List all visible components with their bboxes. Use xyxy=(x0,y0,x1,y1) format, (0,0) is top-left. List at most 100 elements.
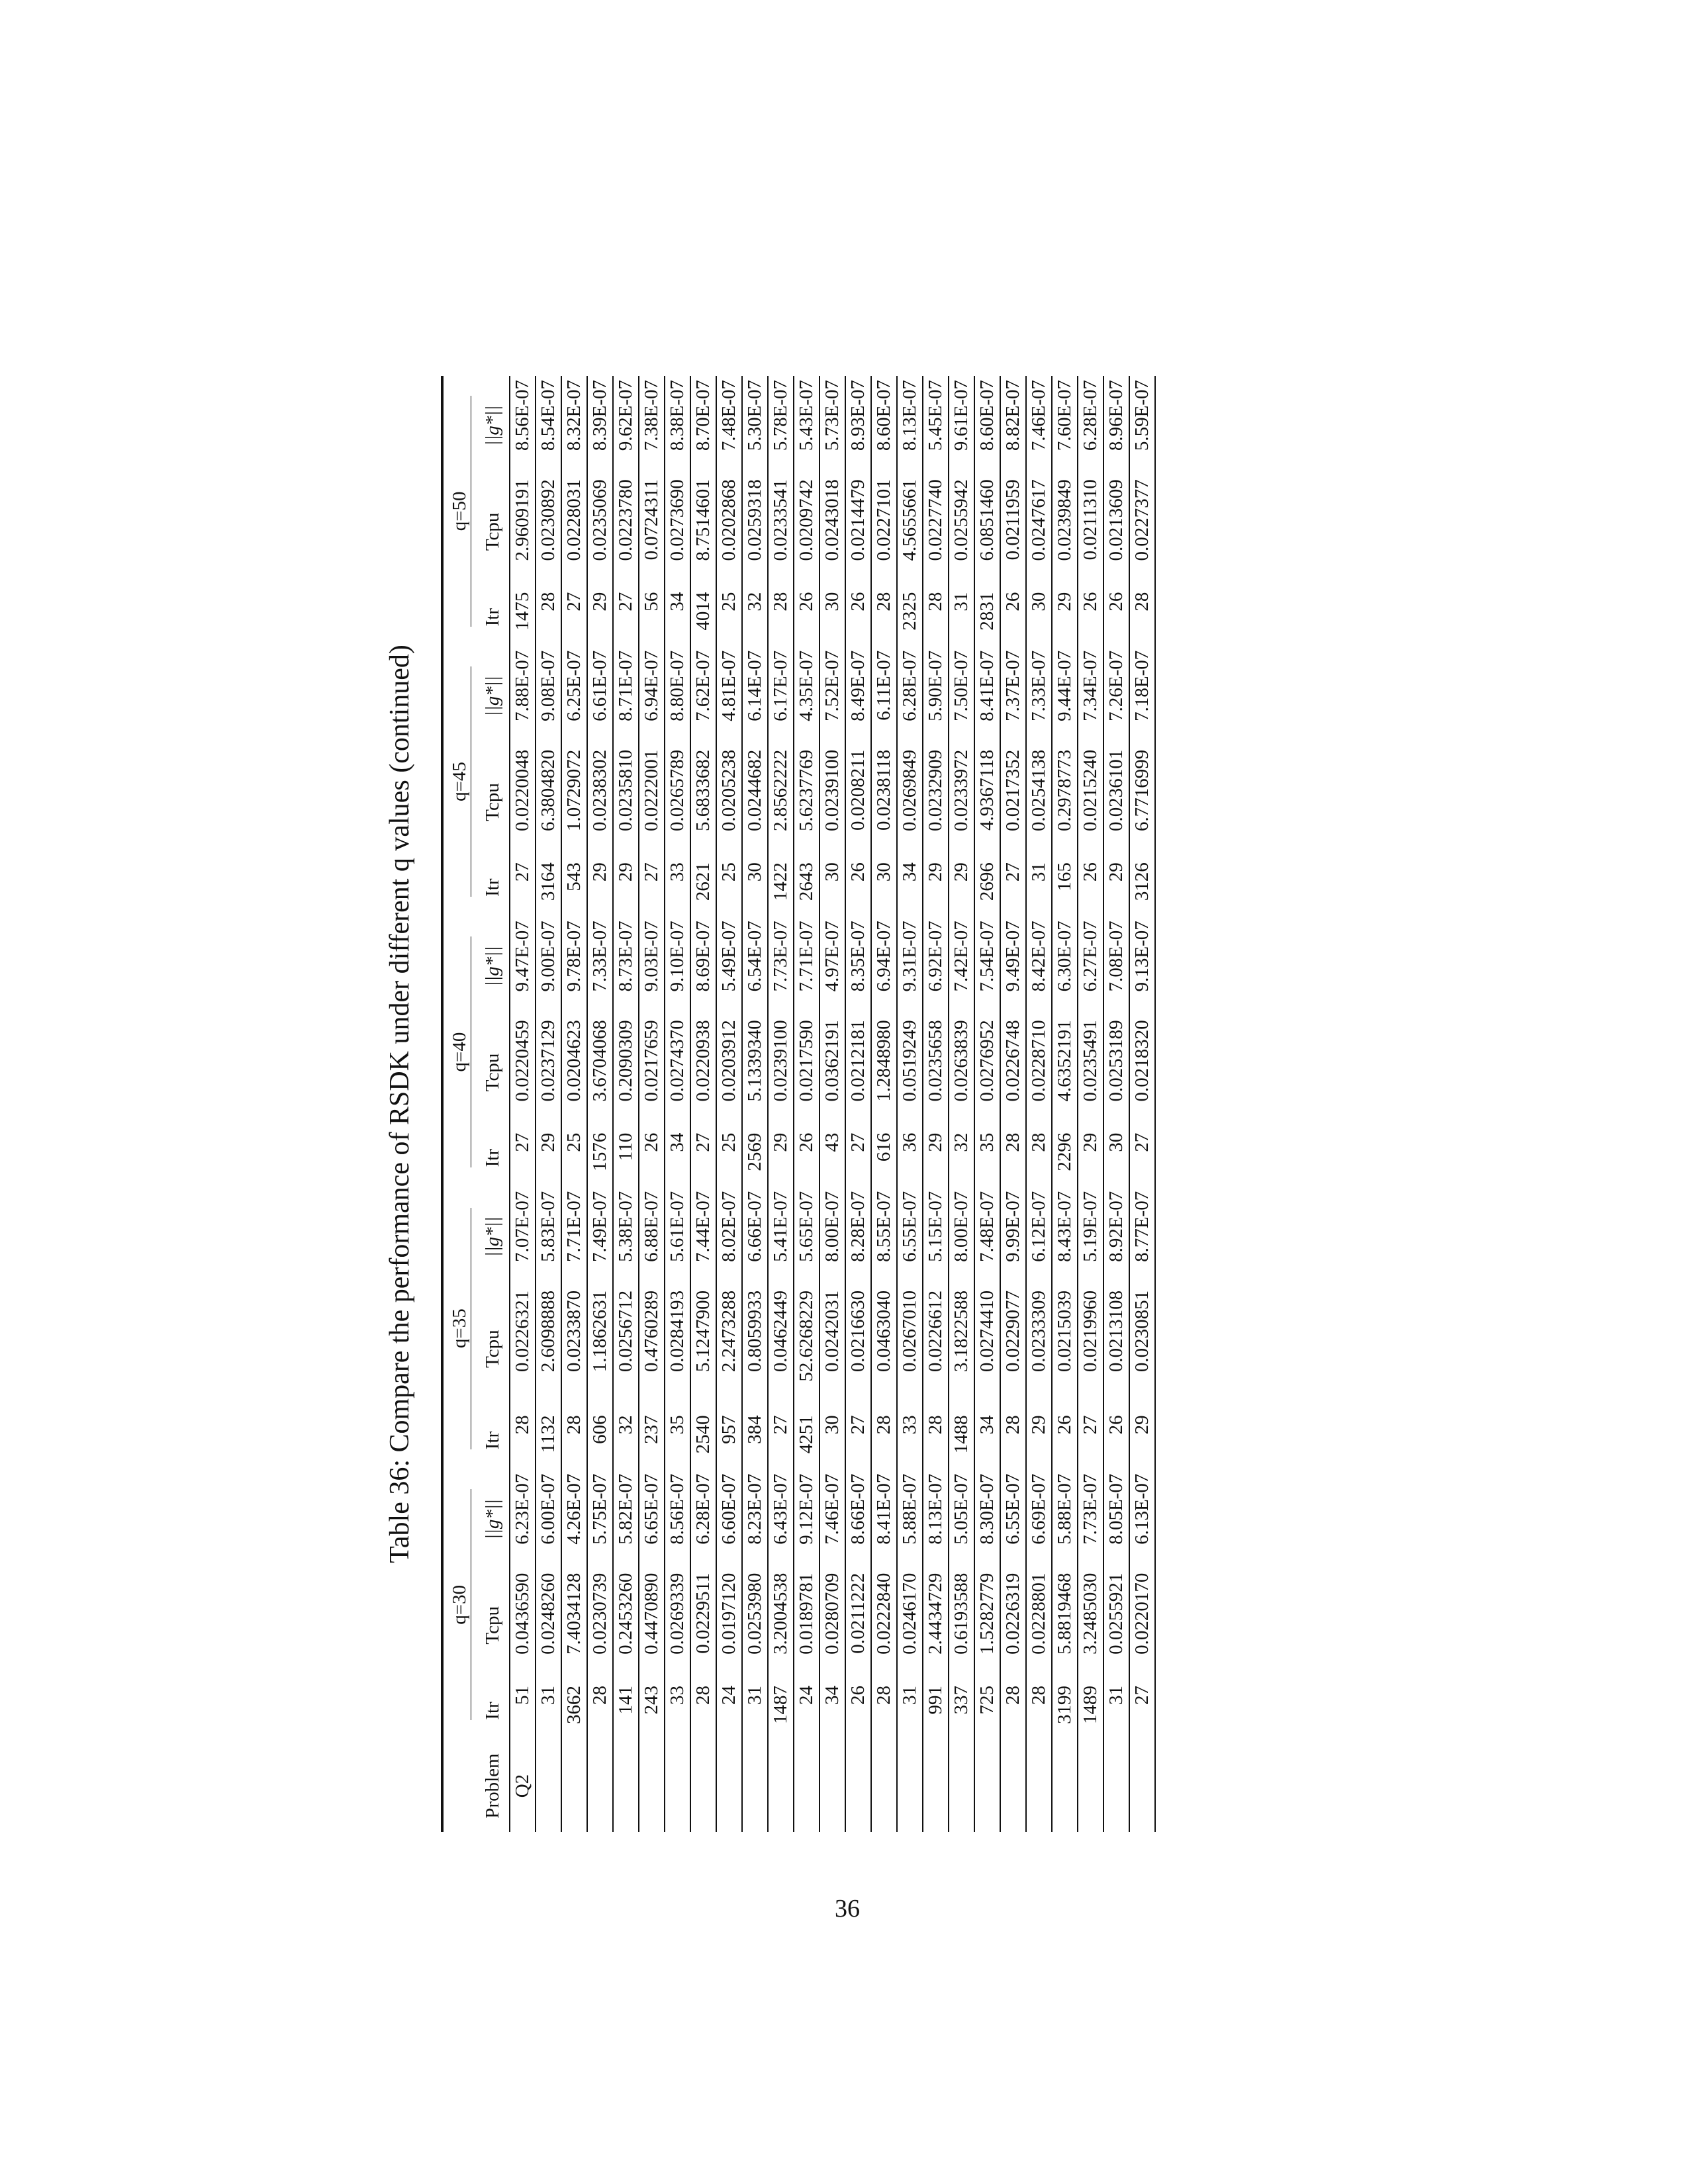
itr-cell: 3126 xyxy=(1131,862,1152,901)
tcpu-cell: 2.9609191 xyxy=(512,479,533,561)
tcpu-cell: 0.0239100 xyxy=(821,749,843,831)
gnorm-header: ||g*|| xyxy=(482,676,503,717)
tcpu-cell: 0.0259318 xyxy=(744,479,765,561)
gnorm-cell: 8.93E-07 xyxy=(847,380,868,451)
table-row: 28 0.0228801 6.69E-07 29 0.0233309 6.12E-07 28… xyxy=(1026,376,1052,1832)
gnorm-cell: 8.42E-07 xyxy=(1028,921,1049,992)
gnorm-cell: 6.28E-07 xyxy=(692,1473,714,1545)
table-row: 28 0.0226319 6.55E-07 28 0.0229077 9.99E-07 28… xyxy=(1000,376,1026,1832)
gnorm-cell: 7.38E-07 xyxy=(641,380,662,451)
tcpu-cell: 5.1247900 xyxy=(692,1290,714,1373)
itr-cell: 28 xyxy=(563,1415,585,1435)
itr-cell: 28 xyxy=(512,1415,533,1435)
itr-cell: 3199 xyxy=(1054,1685,1075,1724)
itr-cell: 2643 xyxy=(796,862,817,901)
itr-cell: 31 xyxy=(538,1685,559,1705)
tcpu-cell: 0.0226612 xyxy=(925,1290,946,1373)
gnorm-cell: 6.13E-07 xyxy=(1131,1473,1152,1545)
tcpu-cell: 0.0253980 xyxy=(744,1572,765,1655)
tcpu-cell: 2.4434729 xyxy=(925,1572,946,1655)
gnorm-cell: 5.78E-07 xyxy=(770,380,791,451)
gnorm-cell: 7.73E-07 xyxy=(1080,1473,1101,1545)
gnorm-cell: 8.82E-07 xyxy=(1002,380,1023,451)
group-header: q=50 xyxy=(442,376,477,647)
tcpu-cell: 0.0226321 xyxy=(512,1290,533,1373)
problem-cell xyxy=(1129,1740,1155,1832)
table-row: 26 0.0211222 8.66E-07 27 0.0216630 8.28E-07 27… xyxy=(845,376,871,1832)
tcpu-cell: 7.4034128 xyxy=(563,1572,585,1655)
problem-cell xyxy=(690,1740,716,1832)
gnorm-cell: 5.15E-07 xyxy=(925,1191,946,1262)
gnorm-cell: 9.12E-07 xyxy=(796,1473,817,1545)
group-label: q=40 xyxy=(449,936,471,1167)
itr-cell: 26 xyxy=(1080,592,1101,612)
table-row: 31 0.0248260 6.00E-07 1132 2.6098888 5.83E-07… xyxy=(536,376,561,1832)
gnorm-cell: 7.88E-07 xyxy=(512,650,533,721)
itr-cell: 2831 xyxy=(976,592,998,631)
tcpu-cell: 0.0269339 xyxy=(667,1572,688,1655)
problem-cell xyxy=(1078,1740,1103,1832)
itr-cell: 3662 xyxy=(563,1685,585,1724)
itr-cell: 31 xyxy=(899,1685,920,1705)
tcpu-cell: 0.0239849 xyxy=(1054,479,1075,561)
tcpu-cell: 0.0362191 xyxy=(821,1020,843,1102)
gnorm-cell: 6.65E-07 xyxy=(641,1473,662,1545)
itr-cell: 30 xyxy=(1028,592,1049,612)
gnorm-cell: 8.32E-07 xyxy=(563,380,585,451)
problem-cell xyxy=(897,1740,923,1832)
tcpu-cell: 0.0220170 xyxy=(1131,1572,1152,1655)
gnorm-cell: 5.83E-07 xyxy=(538,1191,559,1262)
itr-header: Itr xyxy=(482,878,503,897)
group-label: q=30 xyxy=(449,1489,471,1721)
gnorm-cell: 7.71E-07 xyxy=(563,1191,585,1262)
table-body: Q2 51 0.0436590 6.23E-07 28 0.0226321 7.07E-07… xyxy=(510,376,1155,1832)
gnorm-cell: 6.14E-07 xyxy=(744,650,765,721)
itr-cell: 27 xyxy=(512,862,533,882)
tcpu-cell: 0.0229077 xyxy=(1002,1290,1023,1373)
gnorm-cell: 6.17E-07 xyxy=(770,650,791,721)
itr-cell: 29 xyxy=(1054,592,1075,612)
gnorm-cell: 6.69E-07 xyxy=(1028,1473,1049,1545)
gnorm-cell: 6.92E-07 xyxy=(925,921,946,992)
itr-cell: 28 xyxy=(925,592,946,612)
itr-cell: 24 xyxy=(796,1685,817,1705)
gnorm-cell: 8.66E-07 xyxy=(847,1473,868,1545)
tcpu-cell: 0.0229511 xyxy=(692,1572,714,1654)
page-number: 36 xyxy=(835,1895,860,1923)
table-row: 243 0.4470890 6.65E-07 237 0.4760289 6.88E-07… xyxy=(639,376,665,1832)
tcpu-cell: 0.0216630 xyxy=(847,1290,868,1373)
itr-cell: 29 xyxy=(589,592,610,612)
itr-cell: 725 xyxy=(976,1685,998,1715)
tcpu-cell: 3.6704068 xyxy=(589,1020,610,1102)
itr-cell: 32 xyxy=(744,592,765,612)
tcpu-cell: 0.0222840 xyxy=(873,1572,894,1655)
itr-header: Itr xyxy=(482,1149,503,1167)
itr-cell: 26 xyxy=(847,592,868,612)
itr-cell: 51 xyxy=(512,1685,533,1705)
gnorm-cell: 6.88E-07 xyxy=(641,1191,662,1262)
table-row: 3662 7.4034128 4.26E-07 28 0.0233870 7.71E-07… xyxy=(561,376,587,1832)
gnorm-cell: 8.02E-07 xyxy=(718,1191,739,1262)
tcpu-cell: 0.0233972 xyxy=(951,749,972,831)
itr-cell: 28 xyxy=(873,592,894,612)
gnorm-cell: 7.54E-07 xyxy=(976,921,998,992)
itr-cell: 29 xyxy=(951,862,972,882)
itr-cell: 34 xyxy=(821,1685,843,1705)
itr-cell: 29 xyxy=(925,862,946,882)
tcpu-cell: 52.6268229 xyxy=(796,1290,817,1382)
table-row: 28 0.0222840 8.41E-07 28 0.0463040 8.55E-07 61… xyxy=(871,376,897,1832)
tcpu-header: Tcpu xyxy=(482,783,503,821)
gnorm-cell: 5.41E-07 xyxy=(770,1191,791,1262)
tcpu-cell: 0.0233541 xyxy=(770,479,791,561)
itr-cell: 29 xyxy=(1028,1415,1049,1435)
itr-cell: 34 xyxy=(667,1132,688,1152)
tcpu-cell: 0.0274410 xyxy=(976,1290,998,1373)
tcpu-header: Tcpu xyxy=(482,1053,503,1092)
gnorm-cell: 6.94E-07 xyxy=(873,921,894,992)
problem-cell xyxy=(665,1740,690,1832)
tcpu-cell: 0.0212181 xyxy=(847,1020,868,1102)
gnorm-cell: 5.61E-07 xyxy=(667,1191,688,1262)
tcpu-cell: 0.0208211 xyxy=(847,749,868,831)
column-header-row: Problem Itr Tcpu ||g*|| Itr Tcpu ||g*|| Itr Tcp… xyxy=(477,376,510,1832)
tcpu-cell: 0.0214479 xyxy=(847,479,868,561)
